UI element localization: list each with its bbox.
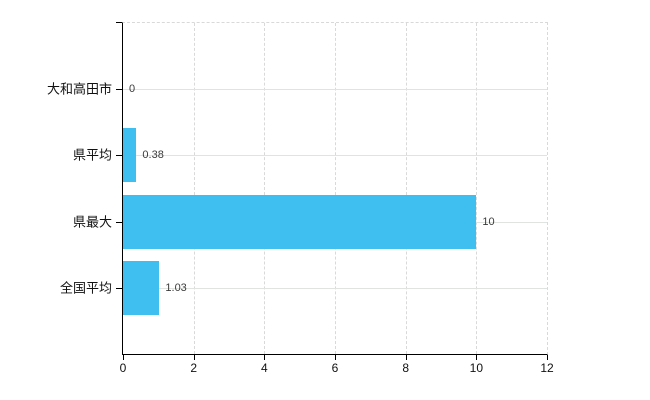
x-axis-tick-label: 6: [331, 361, 339, 375]
bar-1: [123, 128, 137, 183]
x-axis-tick: [405, 355, 407, 360]
y-axis-end-tick: [116, 22, 122, 23]
x-axis-tick: [547, 355, 548, 360]
x-axis-tick-label: 8: [402, 361, 409, 375]
gridline-horizontal: [123, 155, 547, 157]
x-axis-tick: [193, 355, 195, 360]
y-axis-tick: [116, 89, 122, 91]
gridline-vertical: [335, 23, 336, 354]
x-axis-tick: [123, 355, 124, 360]
value-label: 0.38: [142, 149, 164, 162]
value-label: 10: [482, 215, 495, 228]
x-axis-tick: [264, 355, 266, 360]
gridline-horizontal: [123, 287, 547, 289]
x-axis-tick: [335, 355, 336, 360]
gridline-horizontal: [123, 89, 547, 91]
category-label: 県最大: [72, 214, 112, 230]
x-axis-tick: [476, 355, 478, 360]
y-axis-tick: [116, 287, 122, 289]
gridline-vertical: [476, 23, 478, 354]
y-axis-tick: [116, 221, 122, 223]
bar-2: [123, 194, 477, 249]
x-axis-tick-label: 0: [119, 361, 127, 375]
category-label: 県平均: [72, 147, 112, 163]
y-axis-tick: [116, 155, 122, 157]
category-label: 全国平均: [59, 280, 112, 296]
x-axis-tick-label: 10: [469, 361, 484, 375]
value-label: 1.03: [165, 281, 187, 294]
category-label: 大和高田市: [46, 81, 112, 97]
x-axis-tick-label: 4: [260, 361, 268, 375]
gridline-vertical: [405, 23, 407, 354]
bar-3: [123, 260, 160, 315]
plot-area: 0 2 4 6 8 10 12 0 0.38 10 1.03: [116, 22, 554, 375]
value-label: 0: [129, 83, 136, 96]
gridline-vertical: [264, 23, 266, 354]
x-axis-tick-label: 12: [540, 361, 554, 375]
x-axis-tick-label: 2: [190, 361, 197, 375]
gridline-vertical: [193, 23, 195, 354]
